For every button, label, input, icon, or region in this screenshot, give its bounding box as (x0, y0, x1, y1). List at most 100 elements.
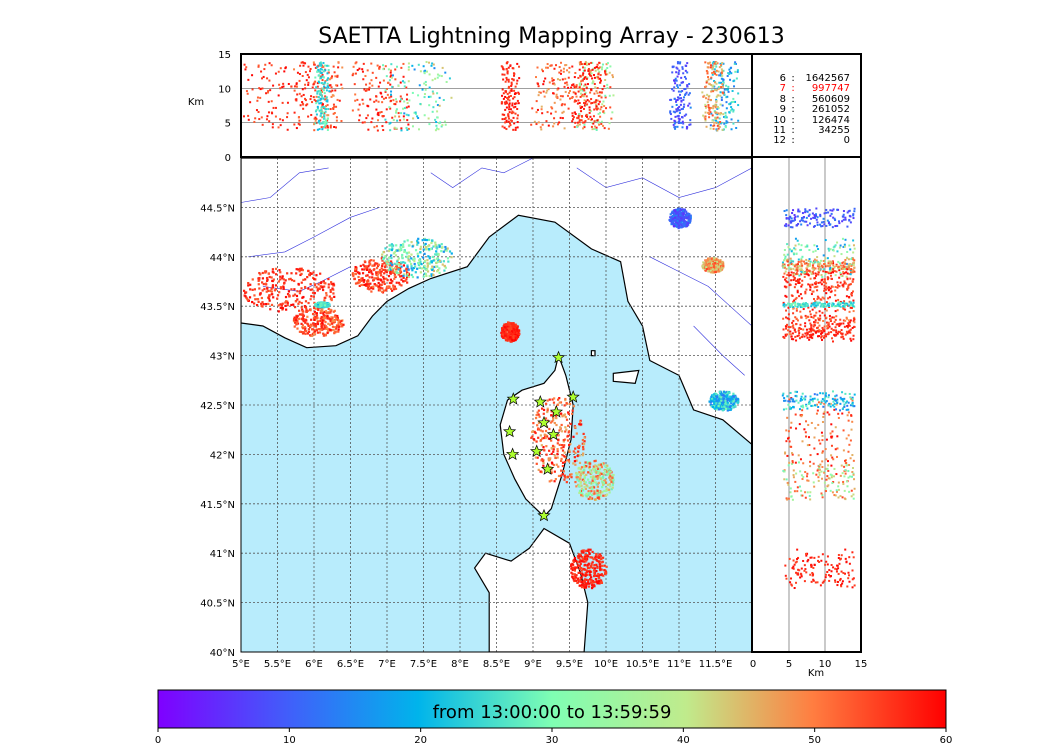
colorbar-tick-label: 20 (414, 735, 427, 746)
map-lon-tick: 6.5°E (337, 659, 364, 670)
lightning-cluster-alt-lat-9 (781, 390, 856, 412)
lightning-sources-alt-lat (781, 207, 856, 590)
station-marker (505, 447, 520, 461)
lightning-cluster-alt-lat-5 (782, 321, 856, 343)
right-alt-tick: 5 (786, 659, 792, 670)
top-panel-tick-labels: 0 5 10 15 (218, 50, 231, 164)
map-lat-tick: 44.5°N (200, 203, 235, 214)
map-lon-tick: 11.5°E (699, 659, 733, 670)
lightning-cluster-lon-alt-2 (314, 61, 331, 131)
colorbar-tick-label: 10 (283, 735, 296, 746)
station-marker (537, 508, 551, 522)
legend-row: 6:1642567 (752, 73, 862, 84)
legend-row: 11:34255 (752, 125, 862, 137)
lightning-cluster-alt-lat-8 (784, 548, 856, 590)
map-lon-tick: 7°E (378, 659, 396, 670)
station-markers (502, 350, 580, 522)
colorbar-tick-label: 40 (677, 735, 690, 746)
map-lat-tick: 44°N (210, 253, 235, 264)
colorbar-tick-label: 50 (808, 735, 821, 746)
station-marker (549, 404, 564, 418)
lightning-cluster-alt-lat-7 (782, 460, 856, 501)
right-altitude-panel (781, 158, 856, 652)
legend-count: 34255 (818, 125, 850, 137)
map-lat-tick: 43°N (210, 352, 235, 363)
land-polygon-3 (612, 369, 640, 384)
colorbar-tick-label: 0 (155, 735, 161, 746)
station-marker (537, 415, 551, 429)
altitude-count-legend: 6:1642567 7:997747 8:560609 9:261052 10:1264… (752, 73, 862, 147)
river-line-1 (248, 207, 380, 258)
legend-altitude: 12 (773, 135, 786, 147)
lightning-cluster-10 (668, 207, 692, 230)
landmass (241, 158, 752, 652)
legend-row: 8:560609 (752, 93, 862, 105)
station-marker (551, 350, 566, 364)
map-tick-labels: 5°E 5.5°E 6°E 6.5°E 7°E 7.5°E 8°E 8.5°E 9°E 9.5°E… (200, 203, 732, 670)
lightning-cluster-1 (292, 306, 345, 337)
land-polygon-0 (241, 158, 752, 446)
colorbar (157, 689, 947, 729)
right-alt-tick: 0 (750, 659, 756, 670)
station-marker (540, 462, 555, 475)
lightning-cluster-4 (381, 237, 453, 279)
lightning-cluster-11 (701, 257, 725, 274)
lightning-cluster-lon-alt-10 (669, 61, 692, 130)
land-polygon-4 (590, 350, 596, 357)
lightning-cluster-8 (569, 548, 608, 590)
station-marker (506, 392, 520, 405)
map-lon-tick: 10°E (594, 659, 618, 670)
legend-altitude: 9 (779, 104, 786, 116)
right-alt-tick: 10 (819, 659, 832, 670)
map-lon-tick: 11°E (667, 659, 691, 670)
map-lon-tick: 9°E (524, 659, 542, 670)
top-alt-tick: 10 (218, 84, 231, 95)
map-lat-tick: 40.5°N (200, 599, 235, 610)
station-marker (566, 390, 580, 403)
river-line-2 (430, 158, 534, 188)
lightning-cluster-7 (574, 459, 615, 501)
legend-row: 12:0 (752, 135, 862, 147)
lightning-cluster-lon-alt-5 (500, 61, 521, 131)
legend-altitude: 11 (773, 125, 786, 137)
lightning-cluster-9 (708, 390, 740, 412)
legend-count: 0 (843, 135, 850, 147)
lightning-cluster-alt-lat-3 (781, 260, 856, 294)
map-panel (241, 158, 752, 652)
legend-count: 997747 (811, 83, 850, 95)
top-alt-tick: 5 (225, 119, 231, 130)
map-lon-tick: 6°E (305, 659, 323, 670)
legend-count: 261052 (811, 104, 850, 116)
map-lat-tick: 41.5°N (200, 500, 235, 511)
legend-altitude: 10 (773, 114, 786, 126)
station-marker (546, 427, 561, 441)
legend-row: 10:126474 (752, 114, 862, 126)
map-lon-tick: 5.5°E (264, 659, 291, 670)
colorbar-tick-label: 60 (940, 735, 953, 746)
lightning-cluster-lon-alt-6 (530, 61, 586, 131)
lightning-cluster-lon-alt-3 (351, 61, 410, 132)
station-marker (533, 395, 547, 408)
lightning-cluster-lon-alt-4 (382, 60, 453, 132)
lightning-sources-map (242, 207, 740, 590)
map-lat-tick: 41°N (210, 549, 235, 560)
legend-altitude: 8 (779, 93, 786, 105)
map-lat-tick: 43.5°N (200, 302, 235, 313)
top-panel-ylabel: Km (188, 97, 204, 108)
colorbar-tick-label: 30 (546, 735, 559, 746)
top-alt-tick: 0 (225, 153, 231, 164)
legend-altitude: 7 (779, 83, 786, 95)
map-lon-tick: 10.5°E (626, 659, 660, 670)
legend-count: 560609 (811, 93, 850, 105)
land-polygon-2 (473, 527, 589, 652)
lightning-cluster-alt-lat-11 (781, 257, 856, 274)
station-marker (502, 424, 517, 438)
legend-row: 7:997747 (752, 83, 862, 95)
legend-row: 9:261052 (752, 104, 862, 116)
lightning-cluster-0 (242, 267, 336, 313)
chart-title: SAETTA Lightning Mapping Array - 230613 (318, 24, 785, 49)
map-lon-tick: 9.5°E (556, 659, 583, 670)
river-line-4 (649, 256, 752, 327)
station-marker (529, 444, 544, 458)
lightning-cluster-alt-lat-2 (782, 301, 856, 309)
